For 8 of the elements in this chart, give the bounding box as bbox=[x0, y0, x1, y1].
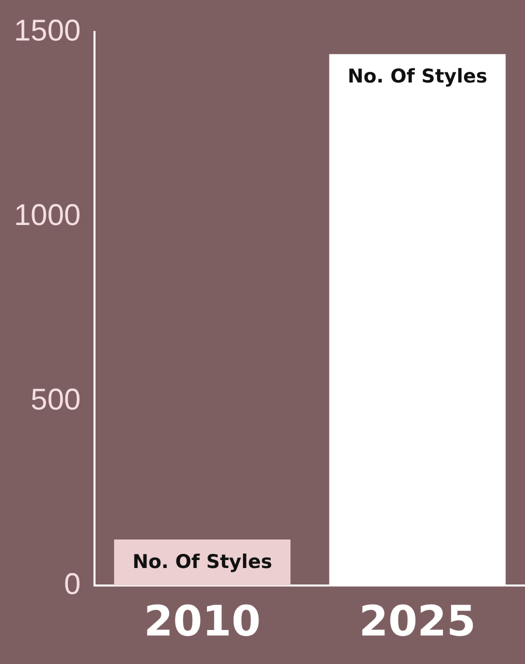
y-tick-label: 1500 bbox=[14, 14, 81, 48]
series-label: No. Of Styles bbox=[348, 66, 488, 88]
text: No. Of Styles bbox=[132, 550, 272, 573]
x-tick-label: 2010 bbox=[144, 596, 261, 646]
y-tick-label: 500 bbox=[30, 383, 81, 416]
x-tick-label: 2025 bbox=[358, 596, 476, 646]
y-tick-label: 0 bbox=[64, 568, 81, 601]
y-tick-label: 1000 bbox=[14, 198, 81, 232]
